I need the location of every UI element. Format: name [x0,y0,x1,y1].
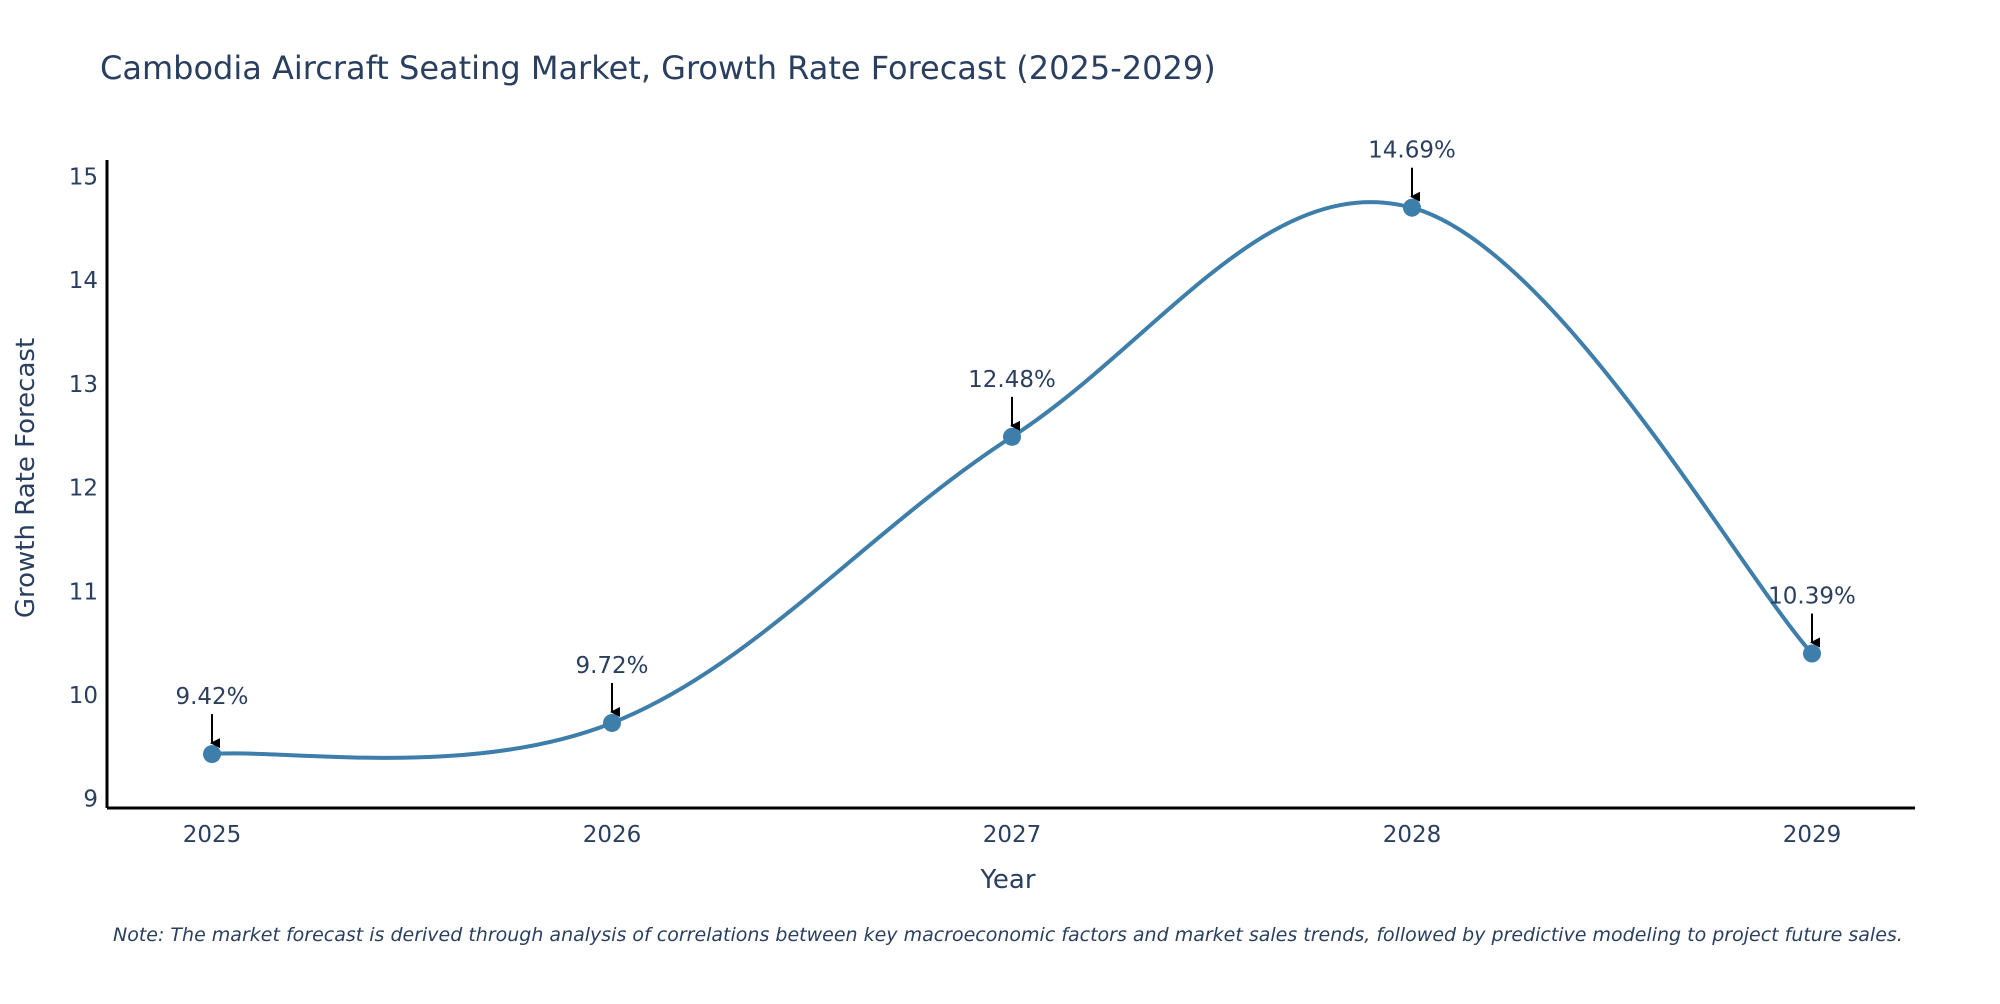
x-tick-label: 2026 [583,822,642,848]
y-tick-label: 11 [69,579,98,605]
y-tick-label: 9 [83,787,98,813]
data-label-2026: 9.72% [575,653,648,679]
y-tick-label: 14 [69,268,98,294]
y-axis-label: Growth Rate Forecast [11,338,41,618]
y-tick-label: 15 [69,165,98,191]
data-label-2025: 9.42% [175,684,248,710]
x-tick-label: 2029 [1783,822,1842,848]
x-axis: 2025 2026 2027 2028 2029 [107,806,1915,848]
y-axis: 9 10 11 12 13 14 15 [69,160,109,813]
y-tick-label: 12 [69,476,98,502]
forecast-note: Note: The market forecast is derived thr… [113,924,1903,946]
x-tick-label: 2027 [983,822,1042,848]
y-tick-label: 10 [69,683,98,709]
x-tick-label: 2028 [1383,822,1442,848]
growth-rate-series-line [211,200,1814,760]
data-point-2026[interactable] [603,713,621,732]
data-label-2029: 10.39% [1768,584,1856,610]
data-label-2028: 14.69% [1368,138,1456,164]
data-point-2028[interactable] [1403,198,1421,217]
data-label-2027: 12.48% [968,367,1056,393]
data-point-2027[interactable] [1003,427,1021,446]
y-tick-label: 13 [69,372,98,398]
data-annotations: 9.42% 9.72% 12.48% 14.69% 10.39% [175,138,1856,749]
chart-title: Cambodia Aircraft Seating Market, Growth… [100,49,1216,87]
x-axis-label: Year [979,865,1035,895]
data-point-2029[interactable] [1803,644,1821,663]
x-tick-label: 2025 [183,822,242,848]
data-point-2025[interactable] [203,745,221,764]
data-points [203,198,1821,764]
